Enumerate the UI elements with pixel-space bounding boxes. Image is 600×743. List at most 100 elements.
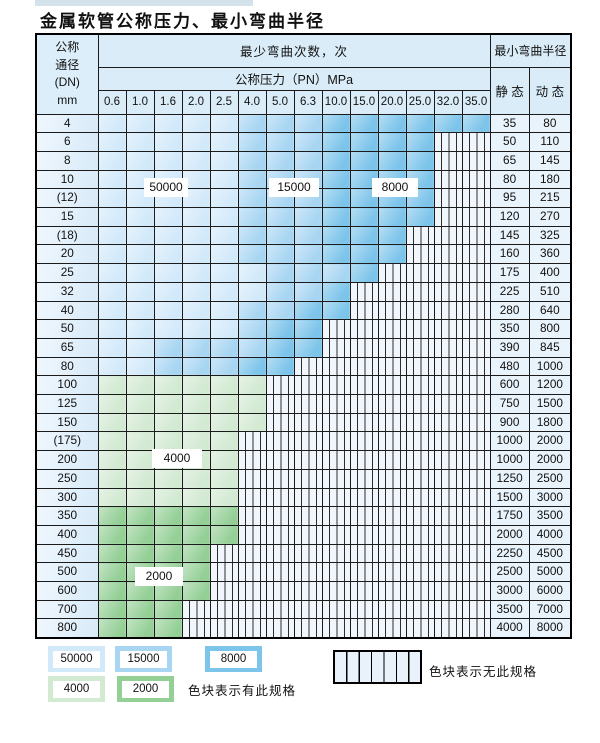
spec-cell [293,225,323,246]
spec-cell [181,244,211,265]
no-spec-cell [321,319,351,339]
spec-cell [153,581,183,601]
spec-cell [293,150,323,171]
no-spec-cell [293,356,323,377]
static-value-cell: 50 [489,132,530,152]
no-spec-cell [237,581,267,601]
no-spec-cell [461,225,491,246]
no-spec-cell [433,562,463,583]
pressure-header-cell: 20.0 [377,89,407,115]
spec-cell [377,132,407,152]
dn-cell: 250 [35,468,99,489]
spec-cell [125,431,155,452]
spec-cell [209,188,239,209]
dn-cell: 25 [35,263,99,283]
dynamic-value-cell: 510 [528,281,572,302]
table-row: 65 390 845 [35,337,572,358]
legend-swatch-label: 15000 [120,650,167,668]
region-label: 2000 [135,567,183,586]
spec-cell [97,300,127,321]
spec-cell [293,337,323,358]
no-spec-cell [433,394,463,414]
table-row: 150 900 1800 [35,412,572,433]
table-row: 125 750 1500 [35,394,572,414]
no-spec-cell [349,319,379,339]
table-row: 40 280 640 [35,300,572,321]
no-spec-cell [433,150,463,171]
scan-artifact [35,0,253,6]
pressure-header-cell: 6.3 [293,89,323,115]
spec-cell [209,263,239,283]
static-value-cell: 2000 [489,524,530,545]
dn-cell: 350 [35,506,99,526]
spec-cell [265,263,295,283]
header-pressure-values-row: 0.6 1.0 1.6 2.0 2.5 4.0 5.0 6.3 10.0 15.0 20.0 25.0… [36,89,571,115]
spec-cell [97,581,127,601]
no-spec-cell [433,207,463,227]
static-value-cell: 65 [489,150,530,171]
no-spec-cell [433,300,463,321]
spec-cell [265,207,295,227]
spec-cell [181,375,211,396]
spec-cell [209,506,239,526]
spec-cell [125,412,155,433]
no-spec-cell [461,487,491,508]
no-spec-cell [433,599,463,620]
spec-cell [125,281,155,302]
header-dn-line1: 公称 [55,40,80,55]
spec-cell [153,431,183,452]
dn-cell: 600 [35,581,99,601]
spec-cell [237,356,267,377]
spec-cell [125,225,155,246]
spec-cell [321,150,351,171]
spec-cell [97,543,127,564]
spec-cell [349,188,379,209]
spec-cell [265,225,295,246]
no-spec-cell [377,412,407,433]
spec-cell [153,524,183,545]
spec-cell [349,244,379,265]
dynamic-value-cell: 7000 [528,599,572,620]
no-spec-cell [433,263,463,283]
dynamic-value-cell: 2000 [528,450,572,470]
dn-cell: 125 [35,394,99,414]
no-spec-cell [293,562,323,583]
spec-cell [293,281,323,302]
spec-cell [209,225,239,246]
no-spec-cell [461,132,491,152]
spec-cell [125,337,155,358]
no-spec-cell [433,524,463,545]
spec-cell [125,543,155,564]
no-spec-cell [265,506,295,526]
dn-cell: 500 [35,562,99,583]
spec-cell [97,132,127,152]
spec-cell [97,506,127,526]
spec-cell [125,487,155,508]
no-spec-cell [349,281,379,302]
table-row: 250 1250 2500 [35,468,572,489]
pressure-header-cell: 2.0 [181,89,211,115]
no-spec-cell [377,562,407,583]
spec-cell [97,468,127,489]
dynamic-value-cell: 5000 [528,562,572,583]
spec-cell [153,337,183,358]
region-label: 8000 [372,178,418,197]
no-spec-cell [349,468,379,489]
no-spec-cell [237,468,267,489]
no-spec-cell [377,281,407,302]
static-value-cell: 390 [489,337,530,358]
spec-cell [405,113,435,134]
spec-cell [181,150,211,171]
dn-cell: 6 [35,132,99,152]
pressure-header-cell: 10.0 [321,89,351,115]
no-spec-cell [461,244,491,265]
dn-cell: 15 [35,207,99,227]
spec-cell [209,394,239,414]
no-spec-cell [405,581,435,601]
spec-cell [97,394,127,414]
no-spec-cell [237,562,267,583]
spec-cell [321,169,351,190]
header-dn-line2: 通径 [55,57,80,72]
spec-cell [125,319,155,339]
